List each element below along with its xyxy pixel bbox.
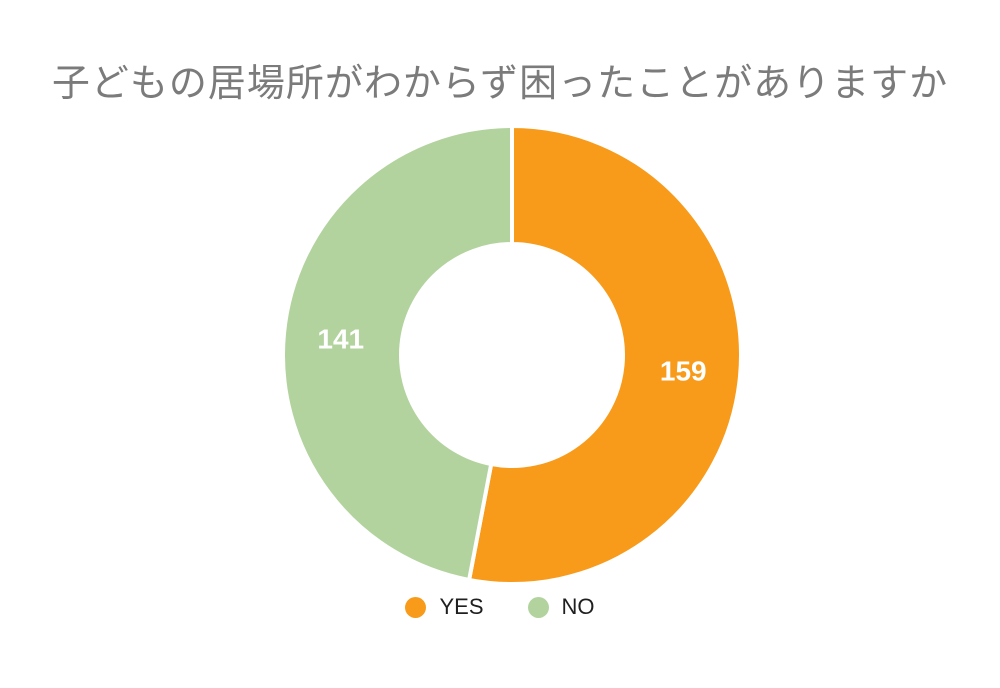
donut-chart-svg: 159 141: [281, 123, 743, 586]
legend-swatch-yes-icon: [405, 596, 427, 618]
legend-item-yes: YES: [405, 594, 484, 619]
data-label-yes: 159: [660, 356, 707, 387]
legend-swatch-no-icon: [527, 596, 549, 618]
data-label-no: 141: [317, 323, 364, 354]
legend-item-no: NO: [527, 594, 595, 619]
legend-label-yes: YES: [439, 594, 484, 619]
chart-legend: YES NO: [0, 596, 1000, 618]
slice-yes: [466, 123, 743, 586]
donut-chart: 159 141: [252, 95, 772, 615]
chart-title: 子どもの居場所がわからず困ったことがありますか: [51, 63, 949, 105]
legend-label-no: NO: [561, 594, 595, 619]
slice-no: [281, 123, 514, 583]
